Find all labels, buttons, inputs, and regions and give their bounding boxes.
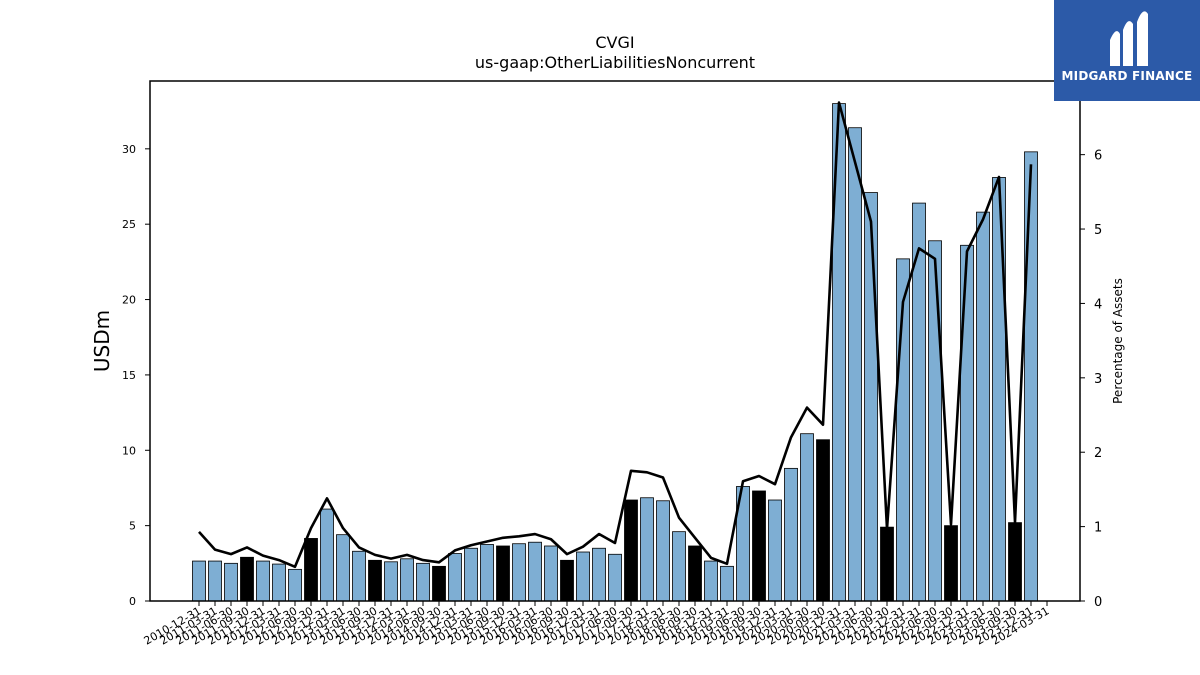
- bar-2014-09-30: [432, 565, 446, 602]
- y-tick-label: 5: [129, 520, 136, 533]
- y-axis-label: USDm: [90, 310, 114, 372]
- bar-2016-06-30: [544, 545, 558, 602]
- bar-2020-06-30: [800, 433, 814, 602]
- bar-series: [192, 103, 1038, 602]
- y2-tick-label: 2: [1094, 446, 1102, 461]
- logo-text: MIDGARD FINANCE: [1061, 69, 1193, 83]
- bar-2017-06-30: [608, 553, 622, 602]
- y-tick-label: 10: [122, 444, 136, 457]
- y2-tick-label: 0: [1094, 595, 1102, 610]
- bar-2015-06-30: [480, 544, 494, 602]
- bar-2022-12-31: [960, 244, 974, 602]
- bar-2012-12-31: [320, 508, 334, 602]
- bar-2011-03-31: [208, 560, 222, 602]
- y2-axis: 0 1 2 3 4 5 6: [1080, 149, 1102, 610]
- y2-tick-label: 5: [1094, 223, 1102, 238]
- y-tick-label: 25: [122, 218, 136, 231]
- y-tick-label: 20: [122, 294, 136, 307]
- bar-2020-03-31: [784, 467, 798, 602]
- bar-2019-09-30: [752, 490, 766, 602]
- y-tick-label: 30: [122, 143, 136, 156]
- bar-2013-06-30: [352, 550, 366, 602]
- bar-2023-12-31: [1024, 151, 1038, 602]
- y-tick-label: 15: [122, 369, 136, 382]
- bar-2021-03-31: [848, 127, 862, 602]
- bar-2012-03-31: [272, 563, 286, 602]
- x-axis: 2010-12-312011-03-312011-06-302011-09-30…: [142, 601, 1052, 648]
- bar-2018-12-31: [704, 560, 718, 602]
- bar-2019-12-31: [768, 499, 782, 602]
- chart-subtitle: us-gaap:OtherLiabilitiesNoncurrent: [475, 53, 755, 72]
- bar-2022-06-30: [928, 240, 942, 602]
- bar-2022-09-30: [944, 525, 958, 602]
- bar-2017-09-30: [624, 499, 638, 602]
- bar-2015-09-30: [496, 545, 510, 602]
- chart-title: CVGI: [595, 33, 634, 52]
- bar-2011-06-30: [224, 562, 238, 602]
- bar-2017-12-31: [640, 497, 654, 602]
- bar-2014-03-31: [400, 558, 414, 602]
- bar-2014-12-31: [448, 553, 462, 602]
- bar-2018-03-31: [656, 500, 670, 602]
- y2-tick-label: 6: [1094, 149, 1102, 164]
- bar-2020-09-30: [816, 439, 830, 602]
- bar-2010-12-31: [192, 560, 206, 602]
- y2-tick-label: 3: [1094, 372, 1102, 387]
- bar-2011-09-30: [240, 556, 254, 602]
- y-tick-label: 0: [129, 595, 136, 608]
- bar-2018-06-30: [672, 531, 686, 602]
- bar-2016-12-31: [576, 551, 590, 602]
- bar-2018-09-30: [688, 545, 702, 602]
- midgard-finance-logo: MIDGARD FINANCE: [1054, 0, 1200, 101]
- bar-2013-03-31: [336, 534, 350, 602]
- bar-2021-09-30: [880, 526, 894, 602]
- y2-axis-label: Percentage of Assets: [1111, 278, 1125, 404]
- bar-2023-06-30: [992, 177, 1006, 602]
- bar-2017-03-31: [592, 547, 606, 602]
- y-axis: 0 5 10 15 20 25 30: [122, 143, 150, 608]
- bar-2011-12-31: [256, 560, 270, 602]
- bar-2012-09-30: [304, 538, 318, 602]
- bar-2013-12-31: [384, 561, 398, 602]
- bar-2021-06-30: [864, 192, 878, 602]
- bar-2013-09-30: [368, 559, 382, 602]
- bar-2016-03-31: [528, 541, 542, 602]
- bar-2016-09-30: [560, 559, 574, 602]
- y2-tick-label: 1: [1094, 521, 1102, 536]
- bar-2014-06-30: [416, 562, 430, 602]
- percentage-line: [198, 101, 1033, 569]
- line-series: [198, 101, 1033, 569]
- bar-2023-03-31: [976, 211, 990, 602]
- logo-mark-icon: [1110, 11, 1148, 67]
- y2-tick-label: 4: [1094, 297, 1102, 312]
- bar-2012-06-30: [288, 568, 302, 602]
- bar-2015-03-31: [464, 547, 478, 602]
- bar-2015-12-31: [512, 543, 526, 602]
- bar-2023-09-30: [1008, 522, 1022, 602]
- bar-2019-03-31: [720, 565, 734, 602]
